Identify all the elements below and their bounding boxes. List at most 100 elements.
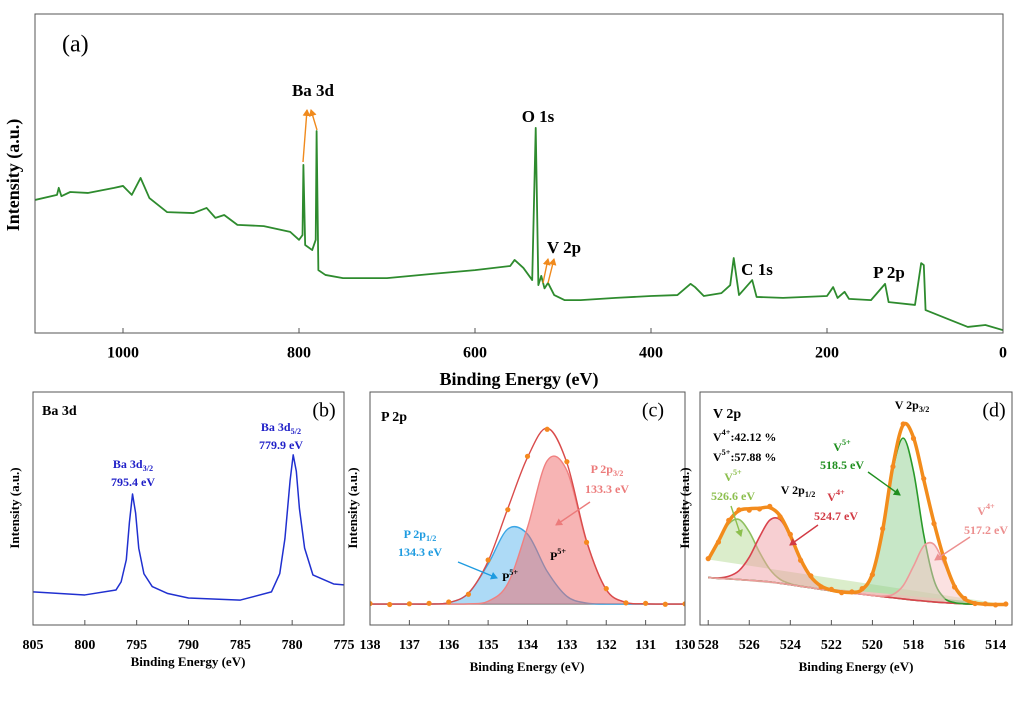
annotation-part: P (502, 570, 509, 584)
annotation: V 2p3/2 (895, 398, 930, 414)
x-tick-label: 600 (463, 345, 487, 362)
annotation-part: :57.88 % (730, 450, 776, 464)
x-axis-label: Binding Energy (eV) (470, 659, 585, 674)
x-tick-label: 200 (815, 345, 839, 362)
data-point (921, 476, 927, 482)
annotation-part: V (713, 450, 722, 464)
x-tick-label: 138 (360, 638, 381, 653)
annotation: P 2p (381, 410, 407, 425)
annotation: 134.3 eV (398, 545, 442, 559)
area (708, 542, 1006, 605)
data-point (756, 506, 763, 512)
x-tick-label: 795 (126, 638, 147, 653)
data-point (900, 421, 906, 427)
annotation: V5+ (833, 438, 851, 454)
data-point (505, 507, 511, 513)
annotation: (a) (62, 32, 89, 58)
annotation-part: 1/2 (426, 534, 436, 543)
data-point (849, 589, 855, 595)
annotation: O 1s (522, 107, 555, 126)
annotation: P5+ (550, 547, 566, 563)
x-tick-label: 775 (334, 638, 355, 653)
data-point (869, 572, 876, 578)
data-point (962, 595, 968, 602)
data-point (662, 601, 668, 607)
data-point (880, 526, 886, 532)
data-point (726, 517, 732, 523)
x-tick-label: 780 (282, 638, 303, 653)
y-axis-label: Intensity (a.u.) (345, 467, 360, 548)
annotation-part: 5+ (722, 448, 731, 457)
annotation: 133.3 eV (585, 482, 629, 496)
annotation: Ba 3d5/2 (261, 420, 301, 436)
line (35, 126, 1003, 331)
data-point (465, 591, 472, 597)
data-point (705, 556, 711, 562)
data-point (992, 602, 999, 608)
data-point (839, 590, 845, 596)
y-axis-label: Intensity (a.u.) (7, 467, 22, 548)
annotation: (d) (982, 400, 1005, 422)
annotation-part: V (827, 490, 836, 504)
x-tick-label: 516 (944, 638, 965, 653)
x-axis-label: Binding Energy (eV) (131, 654, 246, 669)
annotation: (c) (642, 400, 664, 422)
x-axis-label: Binding Energy (eV) (439, 369, 598, 390)
arrow (542, 258, 551, 284)
annotation-part: 5+ (842, 438, 851, 447)
annotation: P5+ (502, 568, 518, 584)
data-point (583, 539, 590, 545)
data-point (746, 507, 752, 513)
x-tick-label: 785 (230, 638, 251, 653)
annotation: C 1s (741, 260, 773, 279)
annotation-part: V (713, 430, 722, 444)
annotation-part: 1/2 (805, 490, 815, 499)
x-tick-label: 800 (287, 345, 311, 362)
data-point (406, 601, 412, 607)
x-axis-label: Binding Energy (eV) (799, 659, 914, 674)
annotation-part: V 2p (781, 483, 805, 497)
arrow (730, 505, 743, 537)
arrow (789, 524, 819, 546)
annotation: 795.4 eV (111, 475, 155, 489)
annotation-part: 5+ (509, 568, 518, 577)
data-point (808, 573, 814, 579)
annotation-part: P 2p (591, 462, 614, 476)
x-tick-label: 520 (862, 638, 883, 653)
data-point (797, 557, 804, 563)
y-axis-label: Intensity (a.u.) (3, 119, 24, 232)
x-tick-label: 136 (438, 638, 459, 653)
x-tick-label: 137 (399, 638, 420, 653)
x-tick-label: 805 (23, 638, 44, 653)
data-point (426, 600, 432, 606)
data-point (643, 600, 649, 606)
annotation: V5+ (724, 468, 742, 484)
x-tick-label: 132 (596, 638, 617, 653)
arrow (934, 536, 971, 561)
annotation-part: 4+ (836, 488, 845, 497)
data-point (1003, 601, 1009, 607)
annotation: Ba 3d (42, 404, 77, 419)
plot-frame (34, 13, 1004, 334)
annotation-part: 5+ (733, 468, 742, 477)
annotation: (b) (312, 400, 335, 422)
data-point (682, 601, 685, 607)
annotation-part: Ba 3d (113, 457, 143, 471)
arrow (457, 561, 498, 580)
x-tick-label: 790 (178, 638, 199, 653)
x-tick-label: 800 (74, 638, 95, 653)
annotation: V4+ (827, 488, 845, 504)
annotation: 524.7 eV (814, 509, 858, 523)
annotation-part: 3/2 (613, 469, 623, 478)
x-tick-label: 0 (999, 345, 1007, 362)
annotation-part: P (550, 549, 557, 563)
data-point (544, 426, 550, 432)
annotation-part: V (724, 470, 733, 484)
annotation: V4+:42.12 % (713, 428, 776, 444)
data-point (485, 557, 491, 563)
annotation-part: 3/2 (143, 464, 153, 473)
annotation-part: P 2p (404, 527, 427, 541)
annotation-part: 5/2 (291, 427, 301, 436)
annotation: V4+ (977, 502, 995, 518)
